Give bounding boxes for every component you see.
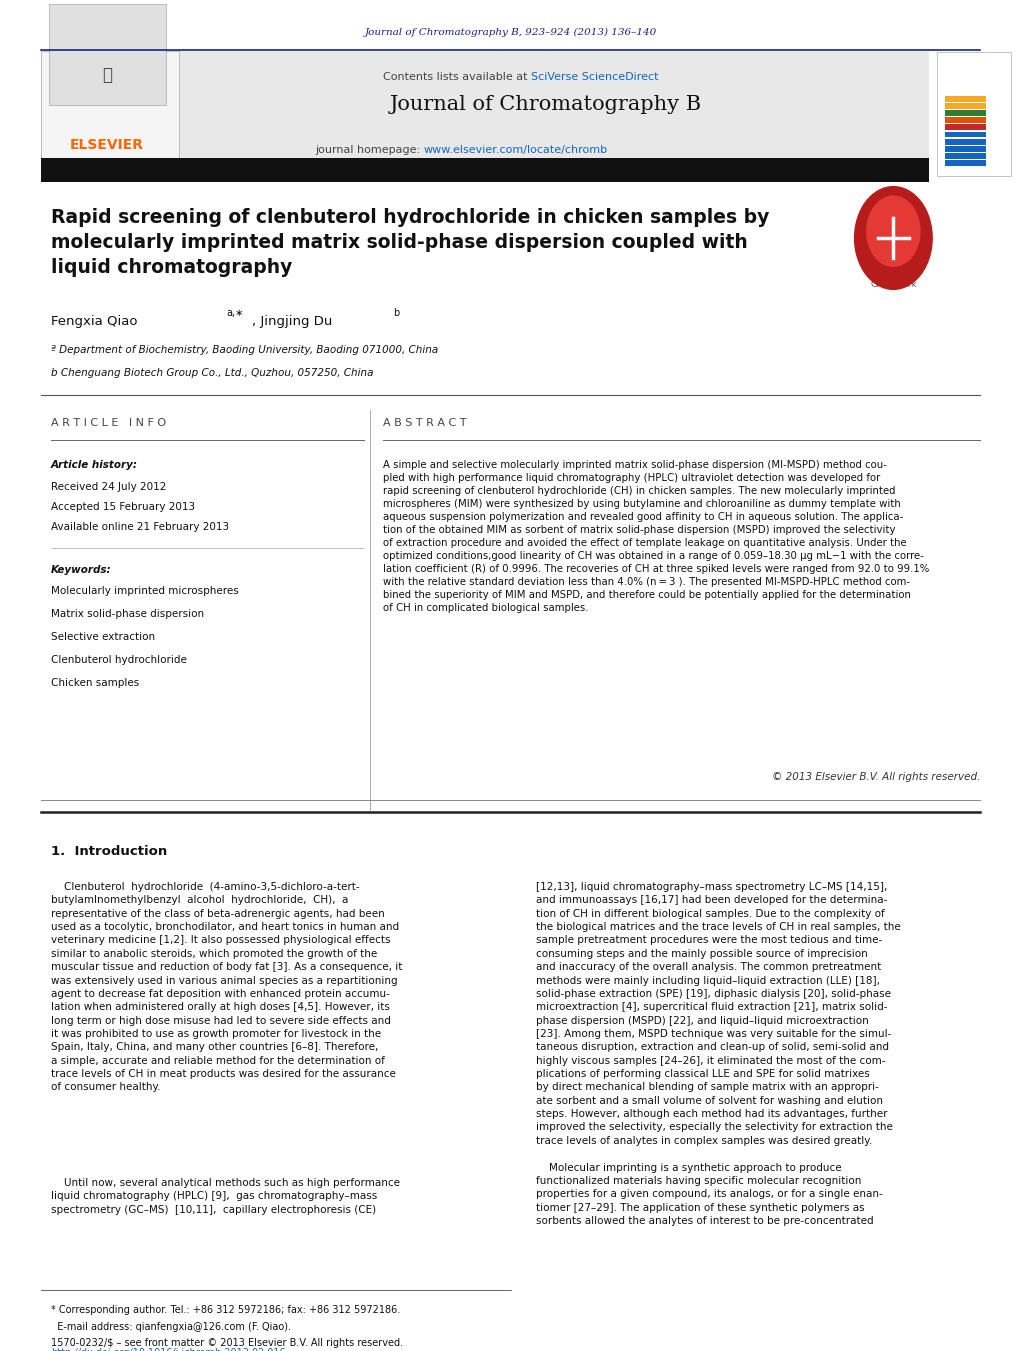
Bar <box>945 103 986 109</box>
Bar <box>41 158 929 182</box>
Text: Available online 21 February 2013: Available online 21 February 2013 <box>51 521 229 532</box>
Text: A simple and selective molecularly imprinted matrix solid-phase dispersion (MI-M: A simple and selective molecularly impri… <box>383 459 929 613</box>
Text: Contents lists available at: Contents lists available at <box>383 72 531 82</box>
Circle shape <box>867 196 920 266</box>
Circle shape <box>855 186 932 289</box>
Text: Molecularly imprinted microspheres: Molecularly imprinted microspheres <box>51 586 239 596</box>
Bar <box>945 153 986 159</box>
Bar <box>945 131 986 138</box>
Text: http://dx.doi.org/10.1016/j.jchromb.2013.02.016: http://dx.doi.org/10.1016/j.jchromb.2013… <box>51 1348 286 1351</box>
Text: Fengxia Qiao: Fengxia Qiao <box>51 315 138 328</box>
Text: journal homepage:: journal homepage: <box>315 145 424 155</box>
Text: Clenbuterol hydrochloride: Clenbuterol hydrochloride <box>51 655 187 665</box>
Text: a,∗: a,∗ <box>227 308 244 319</box>
Bar <box>945 161 986 166</box>
Bar <box>937 51 1011 176</box>
Text: Journal of Chromatography B: Journal of Chromatography B <box>390 95 702 113</box>
Text: * Corresponding author. Tel.: +86 312 5972186; fax: +86 312 5972186.: * Corresponding author. Tel.: +86 312 59… <box>51 1305 400 1315</box>
Text: Received 24 July 2012: Received 24 July 2012 <box>51 482 166 492</box>
Bar <box>945 146 986 151</box>
Text: Rapid screening of clenbuterol hydrochloride in chicken samples by
molecularly i: Rapid screening of clenbuterol hydrochlo… <box>51 208 770 277</box>
Text: ELSEVIER: ELSEVIER <box>70 138 144 153</box>
Text: © 2013 Elsevier B.V. All rights reserved.: © 2013 Elsevier B.V. All rights reserved… <box>772 771 980 782</box>
Text: www.elsevier.com/locate/chromb: www.elsevier.com/locate/chromb <box>424 145 607 155</box>
Text: CrossMark: CrossMark <box>870 280 917 289</box>
Bar <box>945 96 986 101</box>
Text: Accepted 15 February 2013: Accepted 15 February 2013 <box>51 503 195 512</box>
Text: E-mail address: qianfengxia@126.com (F. Qiao).: E-mail address: qianfengxia@126.com (F. … <box>51 1323 291 1332</box>
Text: 1.  Introduction: 1. Introduction <box>51 844 167 858</box>
Text: 🌲: 🌲 <box>102 66 112 84</box>
Bar <box>945 124 986 130</box>
Bar <box>945 118 986 123</box>
Text: Keywords:: Keywords: <box>51 565 111 576</box>
Bar <box>41 51 929 178</box>
Bar <box>49 4 166 105</box>
Text: 1570-0232/$ – see front matter © 2013 Elsevier B.V. All rights reserved.: 1570-0232/$ – see front matter © 2013 El… <box>51 1337 403 1348</box>
Text: A R T I C L E   I N F O: A R T I C L E I N F O <box>51 417 166 428</box>
Text: Matrix solid-phase dispersion: Matrix solid-phase dispersion <box>51 609 204 619</box>
Bar <box>41 51 179 178</box>
Text: Selective extraction: Selective extraction <box>51 632 155 642</box>
Text: [12,13], liquid chromatography–mass spectrometry LC–MS [14,15],
and immunoassays: [12,13], liquid chromatography–mass spec… <box>536 882 901 1225</box>
Text: Article history:: Article history: <box>51 459 138 470</box>
Text: Clenbuterol  hydrochloride  (4-amino-3,5-dichloro-a-tert-
butylamlnomethylbenzyl: Clenbuterol hydrochloride (4-amino-3,5-d… <box>51 882 402 1093</box>
Text: ª Department of Biochemistry, Baoding University, Baoding 071000, China: ª Department of Biochemistry, Baoding Un… <box>51 345 438 355</box>
Bar <box>945 111 986 116</box>
Text: A B S T R A C T: A B S T R A C T <box>383 417 467 428</box>
Text: Journal of Chromatography B, 923–924 (2013) 136–140: Journal of Chromatography B, 923–924 (20… <box>364 28 657 36</box>
Text: , Jingjing Du: , Jingjing Du <box>252 315 333 328</box>
Text: Until now, several analytical methods such as high performance
liquid chromatogr: Until now, several analytical methods su… <box>51 1178 400 1215</box>
Bar <box>945 139 986 145</box>
Text: b: b <box>393 308 399 319</box>
Text: Chicken samples: Chicken samples <box>51 678 139 688</box>
Text: SciVerse ScienceDirect: SciVerse ScienceDirect <box>531 72 659 82</box>
Text: b Chenguang Biotech Group Co., Ltd., Quzhou, 057250, China: b Chenguang Biotech Group Co., Ltd., Quz… <box>51 367 374 378</box>
